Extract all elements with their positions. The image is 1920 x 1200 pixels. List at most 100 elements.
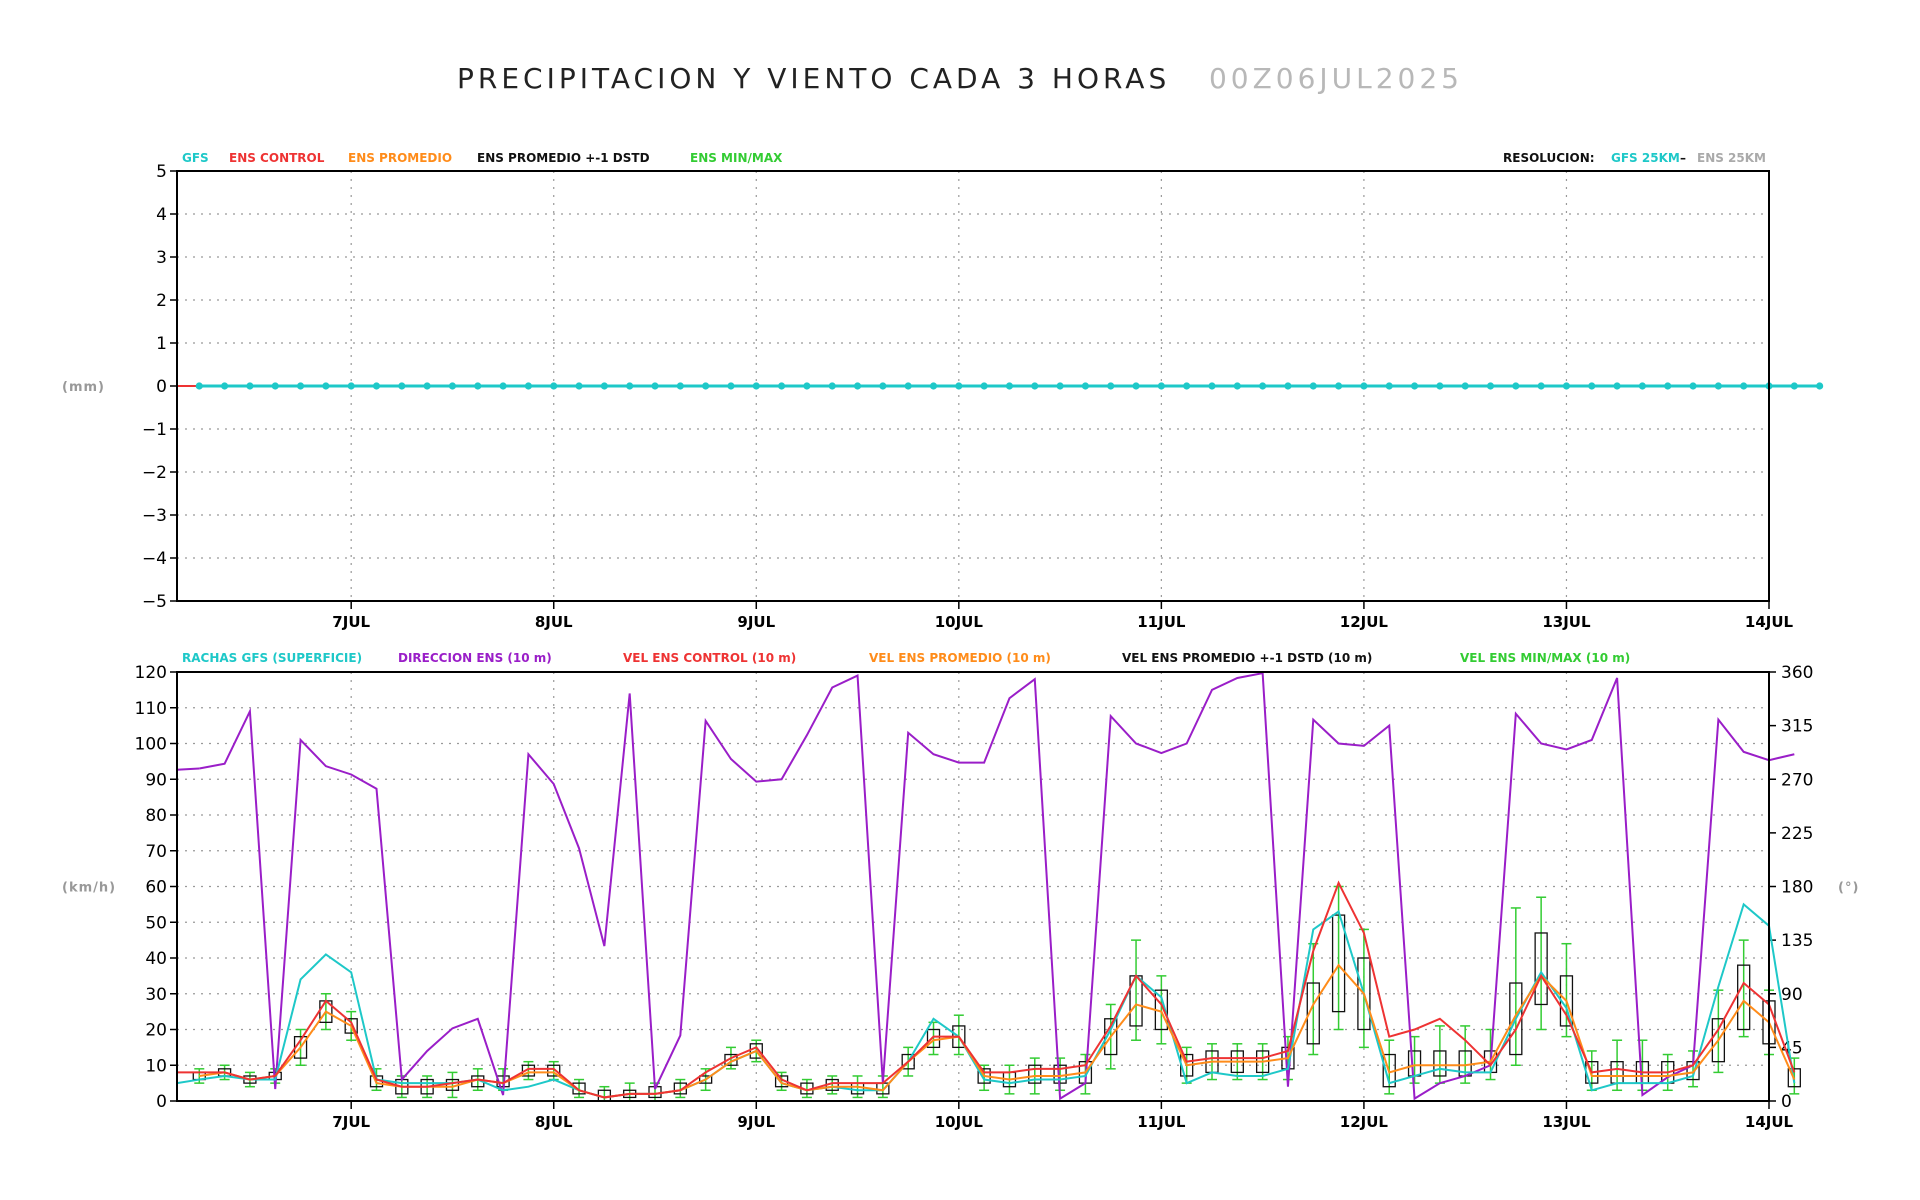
precip-gfs-point xyxy=(524,382,533,390)
wind-ytick-label: 20 xyxy=(145,1021,167,1041)
wind-legend-item: DIRECCION ENS (10 m) xyxy=(398,651,552,665)
precip-xtick-label: 10JUL xyxy=(935,613,984,631)
precip-gfs-point xyxy=(727,382,735,390)
precip-gfs-point xyxy=(803,382,811,390)
precip-gfs-point xyxy=(1284,382,1292,390)
precip-gfs-point xyxy=(1537,382,1545,390)
wind-ytick-label: 80 xyxy=(145,806,167,826)
precip-ytick-label: 1 xyxy=(156,334,167,354)
wind-y2tick-label: 360 xyxy=(1781,663,1813,683)
wind-legend-item: VEL ENS PROMEDIO +-1 DSTD (10 m) xyxy=(1122,651,1372,665)
precip-gfs-point xyxy=(1638,382,1647,390)
precip-gfs-point xyxy=(1107,382,1115,390)
precip-gfs-point xyxy=(271,382,279,390)
precip-xtick-label: 12JUL xyxy=(1340,613,1389,631)
precip-xtick-label: 13JUL xyxy=(1542,613,1591,631)
precip-gfs-point xyxy=(448,382,457,390)
precip-xtick-label: 8JUL xyxy=(535,613,573,631)
precip-xtick-label: 11JUL xyxy=(1137,613,1186,631)
precip-gfs-point xyxy=(676,382,684,390)
resolution-gfs: GFS 25KM xyxy=(1611,151,1680,165)
wind-ytick-label: 60 xyxy=(145,878,167,898)
precip-gfs-point xyxy=(1461,382,1469,390)
wind-xtick-label: 10JUL xyxy=(935,1113,984,1131)
precip-legend-item: ENS PROMEDIO xyxy=(348,151,452,165)
wind-ytick-label: 0 xyxy=(156,1092,167,1112)
wind-direction-lead xyxy=(176,767,200,771)
precip-ytick-label: 5 xyxy=(156,162,167,182)
precip-gfs-point xyxy=(398,382,406,390)
wind-legend-item: RACHAS GFS (SUPERFICIE) xyxy=(182,651,362,665)
precip-gfs-point xyxy=(853,382,862,390)
precip-gfs-point xyxy=(1081,382,1090,390)
precip-gfs-point xyxy=(1512,382,1520,390)
title-text: PRECIPITACION Y VIENTO CADA 3 HORAS xyxy=(456,62,1171,95)
precip-gfs-point xyxy=(1208,382,1216,390)
precip-ylabel: (mm) xyxy=(62,380,105,395)
resolution-ens: ENS 25KM xyxy=(1697,151,1766,165)
precip-gfs-point xyxy=(1689,382,1697,390)
wind-xtick-label: 13JUL xyxy=(1542,1113,1591,1131)
precip-gfs-point xyxy=(246,382,254,390)
precip-ytick-label: 2 xyxy=(156,291,167,311)
wind-y2tick-label: 315 xyxy=(1781,717,1813,737)
wind-ytick-label: 110 xyxy=(135,699,167,719)
wind-xtick-label: 7JUL xyxy=(332,1113,370,1131)
wind-xtick-label: 9JUL xyxy=(737,1113,775,1131)
wind-xtick-label: 8JUL xyxy=(535,1113,573,1131)
precip-gfs-point xyxy=(220,382,229,390)
precip-gfs-point xyxy=(752,382,760,390)
wind-frame xyxy=(176,671,1770,1102)
precip-ytick-label: 0 xyxy=(156,377,167,397)
precip-gfs-point xyxy=(1436,382,1444,390)
precip-gfs-point xyxy=(1056,382,1064,390)
precip-gfs-point xyxy=(1613,382,1621,390)
precip-frame xyxy=(176,170,1770,602)
wind-ytick-label: 90 xyxy=(145,770,167,790)
precip-gfs-point xyxy=(980,382,988,390)
wind-legend-item: VEL ENS MIN/MAX (10 m) xyxy=(1460,651,1630,665)
wind-legend-item: VEL ENS CONTROL (10 m) xyxy=(623,651,796,665)
precip-gfs-point xyxy=(828,382,836,390)
precip-gfs-point xyxy=(1157,382,1165,390)
precip-gfs-point xyxy=(1816,382,1824,390)
precip-ytick-label: −1 xyxy=(142,420,167,440)
precip-gfs-point xyxy=(777,382,786,390)
wind-ytick-label: 30 xyxy=(145,985,167,1005)
precip-gfs-point xyxy=(929,382,938,390)
precip-gfs-point xyxy=(1664,382,1672,390)
precip-ytick-label: 3 xyxy=(156,248,167,268)
wind-gust-lead xyxy=(176,1078,200,1085)
precip-gfs-point xyxy=(1334,382,1343,390)
wind-mean-line xyxy=(199,963,1796,1099)
precip-gfs-point xyxy=(322,382,330,390)
precip-gfs-point xyxy=(423,382,431,390)
wind-ytick-label: 120 xyxy=(135,663,167,683)
precip-ytick-label: 4 xyxy=(156,205,167,225)
wind-std-box xyxy=(1357,957,1371,1031)
wind-xtick-label: 14JUL xyxy=(1745,1113,1794,1131)
precip-ytick-label: −2 xyxy=(142,463,167,483)
precip-gfs-point xyxy=(499,382,507,390)
precip-gfs-point xyxy=(1259,382,1267,390)
resolution-label: RESOLUCION: xyxy=(1503,151,1595,165)
wind-ytick-label: 100 xyxy=(135,735,167,755)
wind-ytick-label: 50 xyxy=(145,913,167,933)
precip-gfs-point xyxy=(195,382,203,390)
precip-gfs-point xyxy=(955,382,963,390)
precip-gfs-point xyxy=(1360,382,1368,390)
wind-std-box xyxy=(521,1064,536,1077)
wind-y2tick-label: 270 xyxy=(1781,770,1813,790)
precip-gfs-point xyxy=(1309,382,1317,390)
wind-ylabel: (km/h) xyxy=(62,881,116,896)
precip-legend-item: GFS xyxy=(182,151,209,165)
wind-ytick-label: 40 xyxy=(145,949,167,969)
precip-gfs-point xyxy=(600,382,608,390)
precip-gfs-point xyxy=(1714,382,1722,390)
precip-gfs-point xyxy=(1132,382,1140,390)
precip-ytick-label: −5 xyxy=(142,592,167,612)
wind-std-box xyxy=(1433,1050,1447,1077)
precip-gfs-point xyxy=(626,382,634,390)
precip-gfs-point xyxy=(1588,382,1596,390)
precip-gfs-point xyxy=(702,382,710,390)
